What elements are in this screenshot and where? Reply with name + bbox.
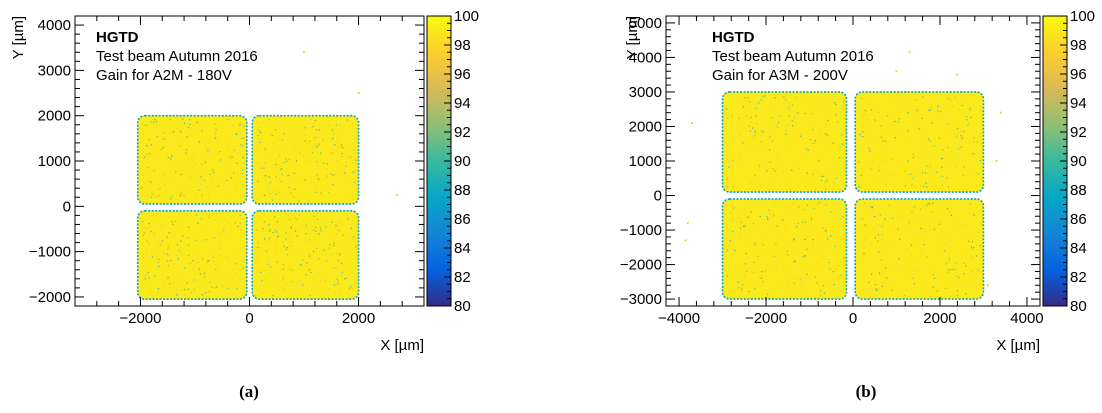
plot-area-1: −4000 −2000 0 2000 4000 −3000 −2000 −1000 0 1000 2…	[620, 15, 1044, 327]
x-tick-label: 4000	[1010, 310, 1043, 327]
sensor-pad-3	[721, 198, 848, 300]
subtitle-1-a: Test beam Autumn 2016	[96, 48, 258, 65]
stray-hit	[956, 73, 959, 76]
x-tick-label: 0	[849, 310, 857, 327]
subtitle-2-b: Gain for A3M - 200V	[712, 67, 848, 84]
stray-hit	[686, 222, 689, 225]
colorbar-tick-label: 94	[454, 95, 471, 112]
y-axis-title-a: Y [µm]	[10, 16, 27, 59]
sensor-pad-2	[854, 91, 985, 193]
experiment-label-b: HGTD	[712, 29, 755, 46]
stray-hit	[395, 193, 398, 196]
colorbar-tick-label: 90	[1070, 153, 1087, 170]
stray-hit	[908, 51, 911, 54]
y-tick-label: 1000	[629, 153, 662, 170]
stray-hit	[986, 284, 989, 287]
panel-a: −2000 0 2000 −2000 −1000 0 1000 2000 3000 4000 HGT…	[10, 8, 479, 401]
colorbar: 80 82 84 86 88 90 92 94 96 98 100	[1042, 8, 1095, 315]
y-tick-label: 3000	[38, 62, 71, 79]
y-tick-label: 2000	[629, 118, 662, 135]
colorbar-tick-label: 88	[1070, 182, 1087, 199]
x-tick-label: 2000	[923, 310, 956, 327]
colorbar-tick-label: 86	[1070, 211, 1087, 228]
colorbar-tick-label: 90	[454, 153, 471, 170]
y-tick-label: 3000	[629, 84, 662, 101]
subtitle-2-a: Gain for A2M - 180V	[96, 67, 232, 84]
stray-hit	[995, 160, 998, 162]
sensor-pad-3	[136, 210, 248, 301]
x-axis-title-b: X [µm]	[996, 337, 1040, 354]
y-tick-label: 4000	[38, 17, 71, 34]
y-tick-label: −1000	[29, 244, 71, 261]
colorbar-tick-label: 98	[1070, 37, 1087, 54]
colorbar-tick-label: 84	[454, 240, 471, 257]
caption-b: (b)	[856, 382, 877, 401]
sensor-pad-2	[251, 114, 360, 205]
colorbar-tick-label: 84	[1070, 240, 1087, 257]
panel-b: −4000 −2000 0 2000 4000 −3000 −2000 −1000 0 1000 2…	[620, 8, 1095, 401]
colorbar-tick-label: 86	[454, 211, 471, 228]
y-tick-label: 0	[654, 188, 662, 205]
experiment-label-a: HGTD	[96, 29, 139, 46]
colorbar: 80 82 84 86 88 90 92 94 96 98 100	[426, 8, 479, 315]
x-tick-label: 0	[245, 310, 253, 327]
colorbar-tick-label: 98	[454, 37, 471, 54]
x-axis-title-a: X [µm]	[380, 337, 424, 354]
stray-hit	[691, 122, 694, 125]
colorbar-tick-label: 96	[454, 66, 471, 83]
colorbar-tick-label: 92	[1070, 124, 1087, 141]
y-tick-label: −3000	[620, 291, 662, 308]
plot-area-0: −2000 0 2000 −2000 −1000 0 1000 2000 3000 4000	[29, 15, 425, 327]
colorbar-tick-label: 94	[1070, 95, 1087, 112]
y-tick-label: −2000	[620, 257, 662, 274]
subtitle-1-b: Test beam Autumn 2016	[712, 48, 874, 65]
caption-a: (a)	[239, 382, 259, 401]
y-tick-label: 4000	[629, 49, 662, 66]
colorbar-tick-label: 80	[1070, 298, 1087, 315]
sensor-pad-4	[854, 198, 985, 300]
stray-hit	[303, 51, 306, 54]
y-tick-label: 1000	[38, 153, 71, 170]
sensor-pad-4	[251, 210, 360, 301]
colorbar-tick-label: 96	[1070, 66, 1087, 83]
x-tick-label: −4000	[658, 310, 700, 327]
sensor-pad-1	[136, 114, 248, 205]
y-tick-label: 2000	[38, 108, 71, 125]
y-tick-label: −1000	[620, 222, 662, 239]
stray-hit	[895, 70, 898, 73]
colorbar-tick-label: 100	[1070, 8, 1095, 25]
x-tick-label: −2000	[119, 310, 161, 327]
stray-hit	[684, 239, 687, 242]
colorbar-tick-label: 82	[454, 269, 471, 286]
colorbar-tick-label: 80	[454, 298, 471, 315]
y-tick-label: 5000	[629, 15, 662, 32]
y-tick-label: −2000	[29, 289, 71, 306]
y-tick-label: 0	[63, 198, 71, 215]
x-tick-label: −2000	[745, 310, 787, 327]
colorbar-tick-label: 92	[454, 124, 471, 141]
colorbar-tick-label: 88	[454, 182, 471, 199]
y-axis-title-b: Y [µm]	[624, 16, 641, 59]
colorbar-tick-label: 82	[1070, 269, 1087, 286]
colorbar-tick-label: 100	[454, 8, 479, 25]
stray-hit	[357, 92, 360, 95]
x-tick-label: 2000	[342, 310, 375, 327]
stray-hit	[999, 111, 1002, 114]
sensor-pad-1	[721, 91, 848, 193]
